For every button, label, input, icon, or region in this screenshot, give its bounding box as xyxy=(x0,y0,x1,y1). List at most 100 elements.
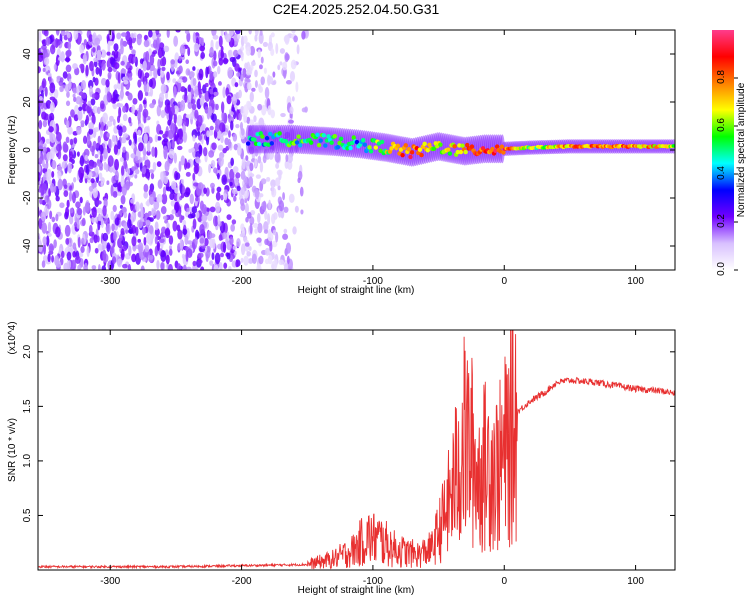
noise-blob xyxy=(285,53,290,61)
noise-blob xyxy=(156,193,163,203)
noise-blob xyxy=(94,247,99,254)
noise-blob xyxy=(163,45,170,53)
noise-blob xyxy=(211,252,215,261)
noise-blob xyxy=(192,66,196,71)
noise-blob xyxy=(231,219,237,225)
noise-blob xyxy=(113,43,119,52)
noise-blob xyxy=(210,182,215,189)
noise-blob xyxy=(208,129,214,136)
noise-blob xyxy=(270,179,277,188)
noise-blob xyxy=(164,130,169,137)
noise-blob xyxy=(220,101,225,114)
noise-blob xyxy=(163,145,168,158)
noise-blob xyxy=(109,166,114,173)
noise-blob xyxy=(105,223,111,235)
noise-blob xyxy=(155,30,160,36)
noise-blob xyxy=(96,200,102,205)
noise-blob xyxy=(222,57,229,65)
colorbar: 0.0 0.2 0.4 0.6 0.8 Normalized spectral ampl… xyxy=(712,30,747,276)
noise-blob xyxy=(142,156,146,161)
noise-blob xyxy=(47,72,52,77)
noise-blob xyxy=(222,86,226,99)
noise-blob xyxy=(194,85,199,98)
noise-blob xyxy=(257,222,263,234)
signal-cell xyxy=(416,150,421,156)
noise-blob xyxy=(214,124,220,133)
noise-blob xyxy=(249,119,255,126)
noise-blob xyxy=(229,236,234,246)
noise-blob xyxy=(95,66,100,75)
noise-blob xyxy=(191,103,197,111)
signal-cell xyxy=(403,143,408,148)
signal-cell xyxy=(409,150,415,155)
x-tick-label: -200 xyxy=(232,276,252,287)
noise-blob xyxy=(168,235,174,245)
noise-blob xyxy=(205,66,209,79)
signal-cell xyxy=(338,136,344,142)
noise-blob xyxy=(183,264,187,270)
noise-blob xyxy=(99,166,103,171)
noise-blob xyxy=(274,177,281,187)
noise-blob xyxy=(239,198,245,206)
noise-blob xyxy=(187,84,192,93)
noise-blob xyxy=(81,217,86,227)
noise-blob xyxy=(117,182,121,192)
noise-blob xyxy=(156,161,162,168)
noise-blob xyxy=(228,130,231,138)
noise-blob xyxy=(261,104,267,116)
noise-blob xyxy=(128,116,132,124)
noise-blob xyxy=(192,172,196,181)
noise-blob xyxy=(240,243,246,256)
noise-blob xyxy=(197,182,204,190)
noise-blob xyxy=(92,76,96,83)
snr-x-label: Height of straight line (km) xyxy=(298,585,415,596)
signal-cell xyxy=(387,149,393,154)
noise-blob xyxy=(71,191,76,204)
signal-cell xyxy=(457,143,462,148)
figure-title: C2E4.2025.252.04.50.G31 xyxy=(273,1,440,17)
noise-blob xyxy=(85,136,91,146)
noise-blob xyxy=(257,212,261,224)
noise-blob xyxy=(236,33,241,40)
noise-blob xyxy=(94,37,101,46)
noise-blob xyxy=(48,180,52,185)
noise-blob xyxy=(215,191,221,201)
noise-blob xyxy=(137,238,142,243)
noise-blob xyxy=(230,157,235,167)
noise-blob xyxy=(118,125,123,137)
noise-blob xyxy=(249,216,255,226)
noise-blob xyxy=(38,66,41,74)
noise-blob xyxy=(171,139,175,149)
noise-blob xyxy=(248,176,254,188)
noise-blob xyxy=(160,226,166,235)
noise-blob xyxy=(223,262,228,269)
noise-blob xyxy=(45,138,51,144)
noise-blob xyxy=(98,172,103,180)
noise-blob xyxy=(74,67,80,76)
noise-blob xyxy=(101,60,106,71)
signal-cell xyxy=(308,140,314,145)
noise-blob xyxy=(44,195,50,203)
noise-blob xyxy=(82,53,87,65)
noise-blob xyxy=(267,213,271,225)
signal-cell xyxy=(321,133,326,138)
noise-blob xyxy=(196,114,203,127)
noise-blob xyxy=(244,203,249,215)
noise-blob xyxy=(41,111,47,120)
noise-blob xyxy=(201,214,208,223)
noise-blob xyxy=(301,107,307,113)
noise-blob xyxy=(107,67,113,73)
noise-blob xyxy=(173,86,177,98)
noise-blob xyxy=(48,126,54,133)
signal-cell xyxy=(460,143,465,148)
noise-blob xyxy=(66,199,70,208)
noise-blob xyxy=(121,32,127,37)
noise-blob xyxy=(217,144,224,151)
noise-blob xyxy=(187,240,193,245)
noise-blob xyxy=(100,49,107,58)
noise-blob xyxy=(217,214,221,225)
noise-blob xyxy=(49,101,55,113)
noise-blob xyxy=(78,91,84,96)
noise-blob xyxy=(49,82,56,94)
signal-cell xyxy=(447,151,453,156)
